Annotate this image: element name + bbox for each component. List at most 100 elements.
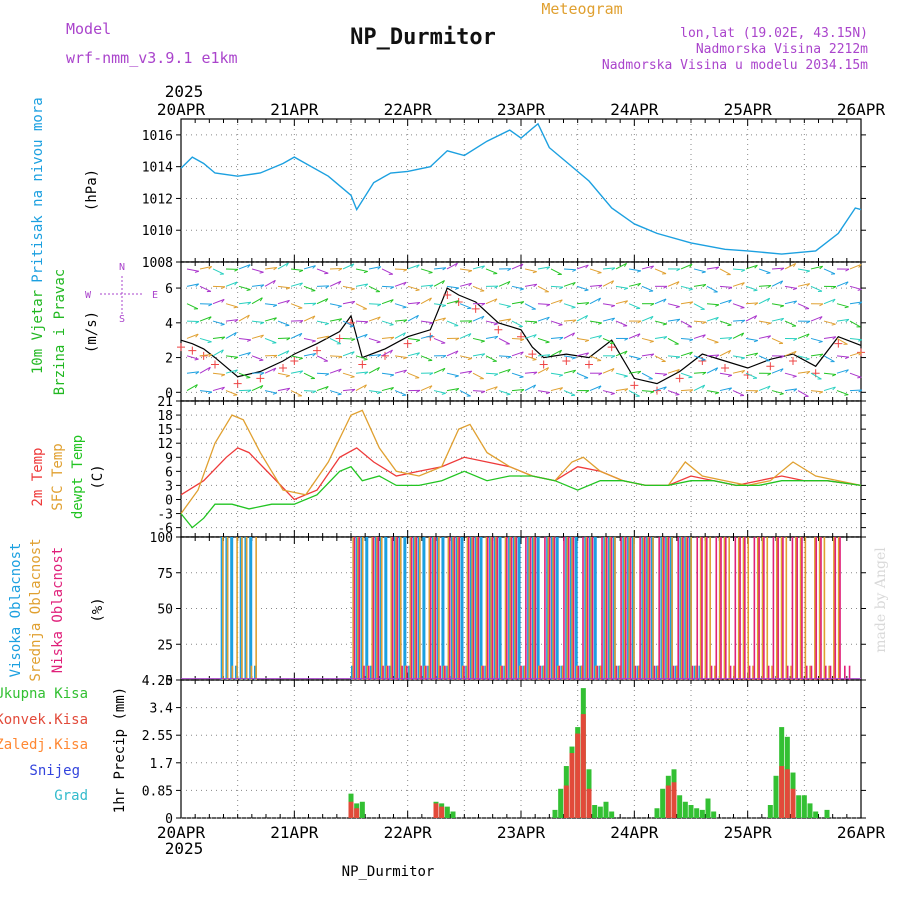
wind-arrow [355,355,368,360]
wind-arrow [199,390,212,393]
wind-arrow [563,303,576,308]
cloud-bar-low [801,537,803,680]
wind-arrow [836,318,849,322]
wind-arrow [368,337,381,343]
cloud-bar-mid [599,665,602,680]
cloud-bar-mid [580,665,583,680]
wind-arrow [407,301,420,305]
cloud-bar-low [425,665,427,680]
wind-arrow [602,368,615,374]
wind-arrow [199,337,212,343]
y-tick-label: 0 [165,493,173,508]
wind-arrow [199,265,212,270]
wind-arrow-head [793,388,798,392]
wind-arrow-head [467,358,472,361]
wind-arrow [290,332,303,339]
cloud-bar-low [848,665,851,680]
wind-arrow [498,303,511,307]
wind-arrow-head [767,372,772,376]
wind-arrow [680,320,692,328]
wind-arrow [667,369,680,374]
precip-bar-total [796,795,802,818]
wind-arrow-head [364,321,369,324]
wind-arrow [381,285,395,288]
wind-arrow-head [402,306,407,309]
wind-arrow-head [363,270,368,274]
wind-arrow-head [728,350,732,354]
wind-arrow-head [507,318,512,322]
cloud-bar-low [672,665,675,680]
cloud-bar-high [536,537,540,680]
wind-arrow [212,386,225,392]
wind-arrow [277,387,290,392]
y-tick-label: 3 [165,479,173,494]
wind-arrow-head [416,302,421,306]
wind-arrow [186,333,199,339]
cloud-bar-low [472,537,475,680]
wind-arrow [420,385,433,392]
precip-bar-convective [575,733,581,818]
cloud-bar-high [555,537,559,680]
wind-arrow [563,332,575,339]
wind-arrow-head [832,336,837,340]
wind-arrow [394,390,407,396]
wind-arrow-head [532,384,537,389]
cloud-bar-high [403,537,407,680]
cloud-bar-mid [509,537,512,680]
wind-arrow-head [286,387,291,392]
cloud-mid-ylabel: Srednja Oblacnost [28,538,44,681]
wind-arrow [810,390,823,393]
wind-arrow [615,262,627,270]
wind-arrow [303,285,316,292]
precip-legend-item: Snijeg [29,763,80,779]
wind-arrow [238,301,251,305]
cloud-bar-low [663,537,665,680]
cloud-bar-mid [771,665,773,680]
cloud-bar-high [422,537,426,680]
wind-arrow-head [571,332,576,337]
cloud-bar-mid [226,537,229,680]
wind-arrow [797,333,810,339]
wind-arrow [615,372,628,377]
wind-arrow-head [623,375,628,378]
wind-arrow-head [793,300,798,305]
wind-arrow [615,350,628,357]
cloud-low-ylabel: Niska Oblacnost [50,547,66,673]
wind-arrow-head [520,263,524,268]
wind-arrow-head [468,333,472,338]
wind-arrow [212,320,225,325]
cloud-bar-low [839,537,841,680]
cloud-bar-mid [833,537,835,680]
wind-arrow-head [234,369,238,374]
wind-arrow [433,280,445,287]
x-tick-label-top: 23APR [497,100,546,119]
cloud-bar-mid [561,665,564,680]
wind-arrow [836,338,848,345]
cloud-bar-low [629,537,632,680]
wind-arrow [849,389,863,392]
precip-bar-convective [665,785,671,818]
wind-arrow-head [246,314,250,319]
cloud-bar-mid [828,665,830,680]
cloud-bar-low [686,537,689,680]
wind-arrow-head [546,304,551,307]
wind-arrow-head [208,303,213,307]
wind-arrow [680,263,693,270]
cloud-bar-mid [595,665,597,680]
wind-arrow-head [572,369,576,374]
wind-arrow-head [389,324,394,326]
wind-arrow-head [506,393,511,396]
wind-arrow-head [312,302,317,306]
wind-arrow-head [520,338,525,342]
wind-arrow-head [455,300,459,304]
wind-arrow [186,303,199,310]
wind-arrow-head [714,392,719,395]
wind-arrow-head [844,306,849,309]
cloud-bar-mid [799,537,802,680]
y-tick-label: 6 [165,282,173,297]
x-tick-label-bottom: 22APR [384,823,433,842]
wind-arrow [238,285,251,291]
wind-arrow [264,303,277,306]
cloud-bar-low [572,537,575,680]
precip-bar-convective [563,785,569,818]
